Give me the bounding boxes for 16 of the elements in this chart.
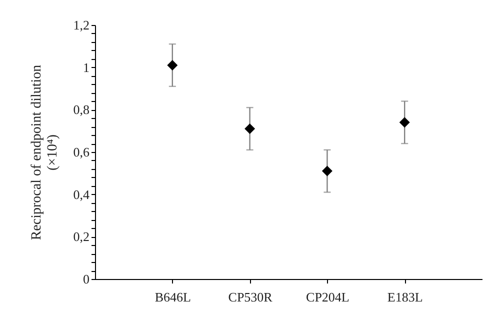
point (244, 123, 256, 134)
point (399, 117, 410, 128)
y-tick-label: 1 (83, 60, 90, 75)
point (167, 60, 178, 70)
y-axis-title: Reciprocal of endpoint dilution (×10⁴) (29, 64, 60, 240)
x-tick-label: CP530R (228, 290, 273, 304)
x-tick-label: B646L (154, 290, 192, 304)
x-tick-label: CP204L (306, 290, 350, 304)
y-tick-label: 0,8 (73, 102, 90, 118)
x-tick-label: E183L (387, 290, 423, 304)
y-tick-label: 1,2 (73, 18, 90, 32)
y-tick-label: 0 (83, 272, 90, 286)
point (322, 166, 332, 176)
y-tick-label: 0,2 (73, 229, 90, 244)
y-tick-label: 0,6 (73, 144, 90, 160)
y-tick-label: 0,4 (73, 186, 90, 202)
